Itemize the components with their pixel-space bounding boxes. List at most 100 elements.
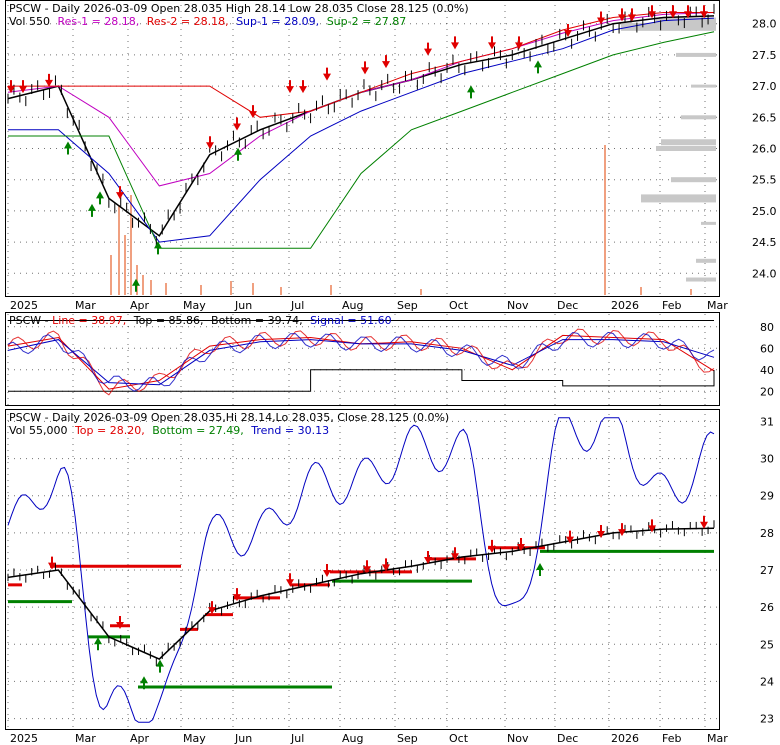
volume-profile-bar [661, 139, 716, 146]
legend-sup1: Sup-1 = 28.09, [236, 15, 319, 28]
panel3-title: PSCW - Daily 2026-03-09 Open 28.035,Hi 2… [9, 411, 449, 424]
p3-xtick-label: Jul [290, 732, 304, 745]
p2-ytick-label: 40 [760, 364, 774, 377]
sell-arrow [286, 80, 294, 94]
sell-arrow [48, 556, 56, 570]
panel1-title: PSCW - Daily 2026-03-09 Open 28.035 High… [9, 2, 469, 15]
panel2-legend: PSCW - Line = 38.97, Top = 85.86, Bottom… [9, 314, 392, 327]
sell-arrow [700, 5, 708, 19]
p1-ytick-label: 27.0 [752, 80, 777, 93]
p1-ytick-label: 24.0 [752, 267, 777, 280]
buy-arrow [64, 141, 72, 155]
panel1-legend: Vol 550 Res-1 = 28.18, Res-2 = 28.18, Su… [9, 15, 406, 28]
p3-xtick-label: Feb [662, 732, 681, 745]
volume-bar [150, 280, 152, 295]
sell-arrow [363, 560, 371, 574]
p2-ytick-label: 80 [760, 321, 774, 334]
p3-xtick-label: Dec [557, 732, 578, 745]
p1-xtick-label: Dec [557, 299, 578, 312]
p3-ytick-label: 31 [760, 415, 774, 428]
sell-arrow [669, 5, 677, 19]
sell-arrow [451, 36, 459, 50]
volume-profile-bar [701, 221, 716, 225]
sell-arrow [299, 80, 307, 94]
p1-xtick-label: Aug [342, 299, 363, 312]
sell-arrow [618, 523, 626, 537]
legend-sup2: Sup-2 = 27.87 [327, 15, 407, 28]
buy-arrow [132, 278, 140, 292]
sell-arrow [566, 530, 574, 544]
p3-xtick-label: 2025 [10, 732, 38, 745]
p3-xtick-label: Mar [75, 732, 96, 745]
sell-arrow [424, 42, 432, 56]
volume-bar [142, 275, 144, 295]
legend-trend: Trend = 30.13 [250, 424, 329, 437]
sell-arrow [618, 8, 626, 22]
series-line-sup-1 [8, 17, 715, 243]
panel3-vol: Vol 55,000 [9, 424, 67, 437]
panel-price-support-resistance: 28.0 27.5 27.0 26.5 26.0 25.5 25.0 24.5 24.0 202… [5, 0, 777, 312]
sell-arrow [233, 117, 241, 131]
p1-ytick-label: 26.0 [752, 143, 777, 156]
p3-ytick-label: 26 [760, 601, 774, 614]
buy-arrow [96, 191, 104, 205]
sell-arrow [19, 80, 27, 94]
series-line-res-2 [8, 12, 714, 118]
p1-ytick-label: 27.5 [752, 49, 777, 62]
volume-bar [604, 145, 606, 295]
sell-arrow [564, 23, 572, 37]
sell-arrow [233, 588, 241, 602]
volume-bar [690, 289, 692, 295]
p1-xtick-label: 2026 [611, 299, 639, 312]
sell-arrow [206, 136, 214, 150]
volume-bar [280, 287, 282, 295]
volume-bar [124, 235, 126, 295]
buy-arrow [536, 563, 544, 576]
volume-profile-bar [686, 277, 716, 282]
sell-arrow [323, 564, 331, 577]
panel3-legend: Vol 55,000 Top = 28.20, Bottom = 27.49, … [9, 424, 329, 437]
oscillator-signal-detail [7, 331, 715, 392]
sell-arrow [648, 519, 656, 533]
volume-bar [200, 285, 202, 295]
sell-arrow [7, 80, 15, 94]
p3-xtick-label: Sep [397, 732, 418, 745]
sell-arrow [361, 61, 369, 75]
p1-xtick-label: 2025 [10, 299, 38, 312]
sell-arrow [597, 11, 605, 25]
sell-arrow [488, 539, 496, 553]
sell-arrow [116, 616, 124, 629]
p1-ytick-label: 28.0 [752, 18, 777, 31]
p3-xtick-label: Aug [342, 732, 363, 745]
p1-xtick-label: Mar [707, 299, 728, 312]
p1-xtick-label: Apr [130, 299, 150, 312]
sell-arrow [648, 5, 656, 19]
oscillator-line-detail [7, 328, 715, 396]
sell-arrow [628, 8, 636, 22]
p3-ytick-label: 28 [760, 527, 774, 540]
series-line-close [7, 527, 715, 660]
volume-profile-bar [656, 146, 716, 151]
volume-profile-bar [641, 194, 716, 203]
sell-arrow [424, 551, 432, 564]
p3-ytick-label: 27 [760, 564, 774, 577]
p1-ytick-label: 24.5 [752, 236, 777, 249]
volume-bar [640, 287, 642, 295]
legend-bottom: Bottom = 39.74, [211, 314, 303, 327]
panel2-name: PSCW - [9, 314, 52, 327]
buy-arrow [156, 659, 164, 673]
legend-signal: Signal = 51.60 [310, 314, 392, 327]
panel2-frame [5, 312, 720, 406]
buy-arrow [467, 85, 475, 99]
volume-bar [130, 195, 132, 295]
buy-arrow [140, 676, 148, 690]
sell-arrow [286, 573, 294, 587]
volume-bar [420, 289, 422, 295]
volume-profile-bar [621, 22, 716, 31]
sell-arrow [323, 67, 331, 81]
oscillator-bottom [8, 369, 715, 392]
sell-arrow [517, 538, 525, 551]
volume-profile-bar [656, 17, 716, 24]
p1-xtick-label: Sep [397, 299, 418, 312]
